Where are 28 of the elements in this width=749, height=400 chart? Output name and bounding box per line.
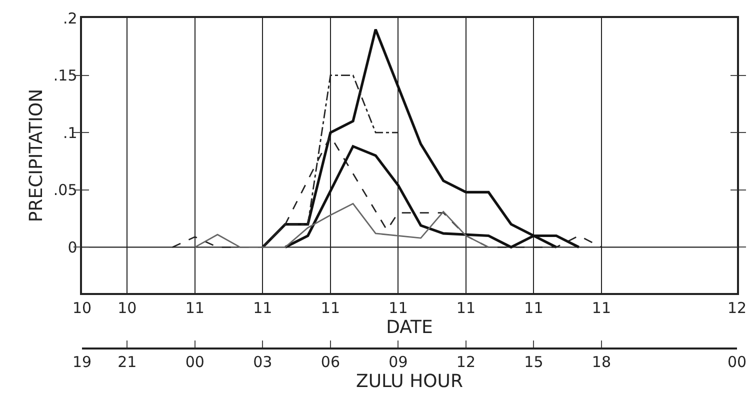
y-axis-title: PRECIPITATION [26, 88, 48, 222]
x-tick-label: 11 [456, 298, 476, 317]
x2-tick-label: 00 [727, 353, 747, 372]
x2-tick-label: 09 [388, 353, 408, 372]
x2-axis-title: ZULU HOUR [356, 371, 463, 392]
x-tick-label: 10 [118, 298, 137, 317]
x2-tick-label: 19 [72, 353, 92, 372]
x-tick-label: 11 [592, 298, 612, 317]
x2-tick-label: 03 [253, 353, 272, 372]
x2-tick-label: 18 [592, 353, 612, 372]
x-tick-label: 10 [72, 298, 92, 317]
x2-tick-label: 12 [456, 353, 476, 372]
x-tick-label: 11 [253, 298, 272, 317]
x-axis-title: DATE [386, 316, 433, 338]
x-tick-label: 11 [388, 298, 408, 317]
y-tick-label: .2 [62, 9, 78, 28]
x2-tick-label: 15 [524, 353, 544, 372]
x-tick-label: 11 [320, 298, 340, 317]
x2-tick-label: 21 [118, 353, 137, 372]
y-tick-label: .05 [53, 181, 78, 200]
y-tick-label: .1 [62, 124, 78, 142]
y-tick-label: 0 [68, 238, 78, 256]
x2-tick-label: 00 [185, 353, 204, 372]
x-tick-label: 11 [524, 298, 544, 317]
x-tick-label: 11 [185, 298, 204, 317]
x-tick-label: 12 [727, 298, 747, 317]
x2-tick-label: 06 [320, 353, 340, 372]
y-tick-label: .15 [53, 66, 78, 85]
